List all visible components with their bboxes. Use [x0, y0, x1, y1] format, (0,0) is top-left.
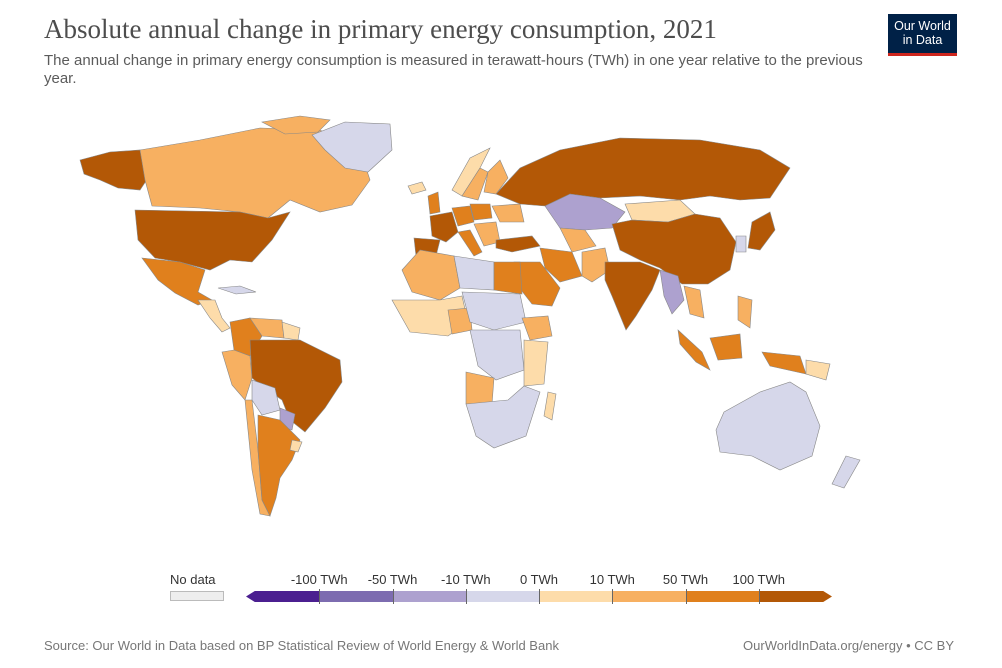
country-ethiopia[interactable] — [521, 315, 553, 341]
country-madagascar[interactable] — [543, 391, 557, 421]
country-indonesia-borneo[interactable] — [709, 333, 743, 361]
country-philippines[interactable] — [737, 295, 753, 329]
country-ukraine[interactable] — [491, 203, 525, 223]
country-thailand[interactable] — [683, 285, 705, 319]
country-southern-africa[interactable] — [465, 385, 541, 449]
country-turkey[interactable] — [495, 235, 541, 253]
country-greenland[interactable] — [311, 121, 393, 173]
legend-tick-label: 10 TWh — [589, 572, 635, 587]
legend-no-data-swatch[interactable] — [170, 591, 224, 601]
country-bolivia[interactable] — [251, 379, 281, 416]
legend-bin-7[interactable] — [758, 591, 832, 602]
legend-bin-6[interactable] — [685, 591, 759, 602]
country-canada-islands[interactable] — [261, 115, 331, 135]
country-central-africa[interactable] — [469, 329, 525, 381]
country-france[interactable] — [429, 211, 459, 243]
country-libya[interactable] — [453, 255, 495, 291]
country-poland[interactable] — [469, 203, 493, 221]
legend-tick-label: 50 TWh — [662, 572, 709, 587]
country-angola[interactable] — [465, 371, 495, 405]
owid-logo[interactable]: Our World in Data — [888, 14, 957, 56]
country-cuba[interactable] — [217, 285, 257, 295]
country-iran[interactable] — [539, 247, 583, 283]
logo-line2: in Data — [902, 33, 943, 47]
legend-tick-label: -100 TWh — [290, 572, 348, 587]
country-sudan-chad[interactable] — [461, 291, 527, 331]
country-east-africa[interactable] — [523, 339, 549, 387]
legend-tick-mark — [685, 589, 687, 604]
country-germany[interactable] — [451, 205, 475, 227]
chart-subtitle: The annual change in primary energy cons… — [44, 52, 863, 87]
legend-tick-mark — [612, 589, 614, 604]
country-united-kingdom[interactable] — [427, 191, 441, 215]
legend-tick-mark — [319, 589, 321, 604]
country-indonesia-sumatra[interactable] — [677, 329, 711, 371]
footer-source: Source: Our World in Data based on BP St… — [44, 638, 559, 653]
country-indonesia-east[interactable] — [761, 351, 807, 375]
country-india[interactable] — [604, 261, 661, 331]
country-central-asia[interactable] — [559, 227, 597, 253]
legend-bin-2[interactable] — [392, 591, 466, 602]
country-australia[interactable] — [715, 381, 821, 471]
legend-tick-label: 100 TWh — [732, 572, 786, 587]
country-morocco-algeria[interactable] — [401, 249, 461, 301]
country-uruguay[interactable] — [289, 439, 303, 453]
country-egypt[interactable] — [493, 261, 523, 295]
footer-link[interactable]: OurWorldInData.org/energy • CC BY — [743, 638, 954, 653]
legend-bin-0[interactable] — [246, 591, 320, 602]
country-united-states[interactable] — [134, 209, 291, 271]
legend: No data -100 TWh -50 TWh -10 TWh 0 TWh 10 TW… — [0, 568, 1002, 608]
country-japan[interactable] — [747, 211, 776, 251]
country-italy[interactable] — [457, 229, 483, 257]
legend-tick-mark — [758, 589, 760, 604]
legend-bin-5[interactable] — [612, 591, 686, 602]
legend-tick-label: -10 TWh — [440, 572, 491, 587]
country-russia[interactable] — [495, 137, 791, 207]
legend-tick-mark — [392, 589, 394, 604]
country-guianas[interactable] — [281, 321, 301, 341]
legend-tick-mark — [539, 589, 540, 604]
country-papua[interactable] — [805, 359, 831, 381]
country-peru[interactable] — [221, 349, 253, 401]
legend-bin-1[interactable] — [319, 591, 393, 602]
legend-tick-mark — [465, 589, 467, 604]
country-finland[interactable] — [483, 159, 509, 195]
legend-bin-4[interactable] — [539, 591, 613, 602]
country-iceland[interactable] — [407, 181, 427, 195]
country-central-america[interactable] — [197, 299, 231, 333]
country-myanmar[interactable] — [659, 269, 685, 315]
country-pakistan[interactable] — [581, 247, 611, 283]
country-china[interactable] — [611, 213, 737, 285]
legend-tick-label: 0 TWh — [519, 572, 559, 587]
country-alaska[interactable] — [79, 149, 151, 191]
world-map — [79, 115, 861, 517]
legend-tick-label: -50 TWh — [367, 572, 418, 587]
country-new-zealand[interactable] — [831, 455, 861, 489]
chart-title: Absolute annual change in primary energy… — [44, 14, 717, 44]
legend-bin-3[interactable] — [465, 591, 539, 602]
legend-no-data-label: No data — [170, 572, 216, 587]
country-argentina[interactable] — [257, 414, 301, 517]
logo-line1: Our World — [894, 19, 951, 33]
country-korea[interactable] — [735, 235, 747, 253]
country-norway[interactable] — [451, 147, 491, 197]
